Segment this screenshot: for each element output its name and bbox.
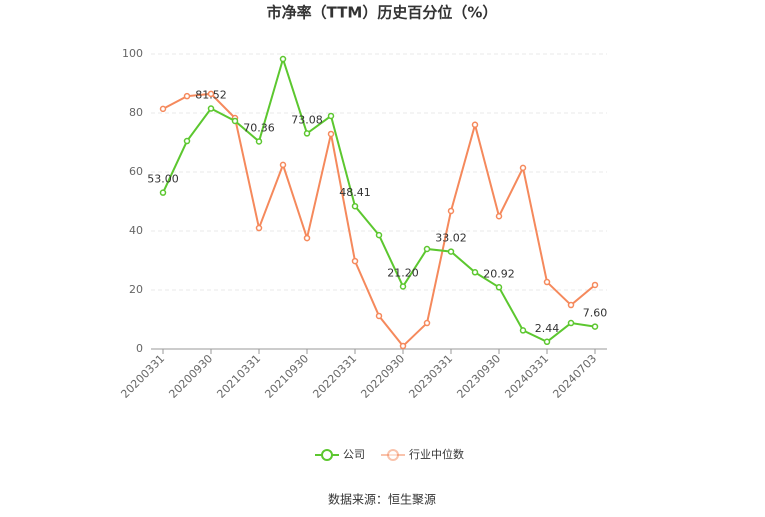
point [159,189,167,196]
y-tick-label: 60 [129,165,143,178]
y-tick-label: 20 [129,283,143,296]
point [279,161,287,169]
x-tick-label: 20240703 [550,352,599,401]
source: 数据来源：恒生聚源 [328,492,436,507]
point [591,323,599,330]
legend-marker [387,449,399,461]
legend-label: 公司 [343,448,365,461]
point [183,92,191,100]
data-label: 21.20 [387,266,419,279]
series-line [162,92,596,348]
chart-title: 市净率（TTM）历史百分位（%） [267,4,498,22]
point [255,224,263,232]
point [399,283,407,290]
data-label: 70.36 [243,121,275,134]
point [591,281,599,289]
x-tick-label: 20220930 [358,352,407,401]
x-tick-label: 20230930 [454,352,503,401]
point [423,319,431,327]
data-label: 20.92 [483,267,515,280]
x-tick-label: 20230331 [406,352,455,401]
point [519,327,527,334]
y-tick-label: 100 [122,47,143,60]
point [567,301,575,309]
point [303,130,311,137]
data-label: 7.60 [583,307,608,320]
point [471,269,479,276]
point [327,130,335,138]
point [471,121,479,129]
x-tick-label: 20210930 [262,352,311,401]
y-tick-label: 80 [129,106,143,119]
point [495,284,503,291]
point [327,112,335,120]
point [279,55,287,63]
point [231,117,239,125]
x-tick-label: 20200331 [118,352,167,401]
point [423,245,431,253]
point [399,342,407,350]
point [207,90,215,98]
point [567,319,575,327]
point [159,105,167,113]
x-tick-label: 20200930 [166,352,215,401]
x-tick-label: 20220331 [310,352,359,401]
point [207,105,215,112]
legend-label: 行业中位数 [409,447,464,461]
point [255,138,263,145]
point [351,202,359,210]
point [519,164,527,172]
point [375,231,383,239]
legend-marker [321,449,333,461]
point [447,248,455,255]
point [495,213,503,220]
point [447,207,455,215]
y-tick-label: 40 [129,224,143,237]
x-tick-label: 20240331 [502,352,551,401]
point [543,278,551,286]
data-label: 81.52 [195,89,227,102]
data-label: 33.02 [435,232,467,245]
data-label: 53.00 [147,173,179,186]
point [543,338,551,346]
y-tick-label: 0 [136,342,143,355]
data-label: 2.44 [535,322,560,335]
data-label: 73.08 [291,113,323,126]
point [375,312,383,320]
x-tick-label: 20210331 [214,352,263,401]
point [351,257,359,265]
point [183,137,191,145]
point [303,234,311,242]
data-label: 48.41 [339,186,371,199]
